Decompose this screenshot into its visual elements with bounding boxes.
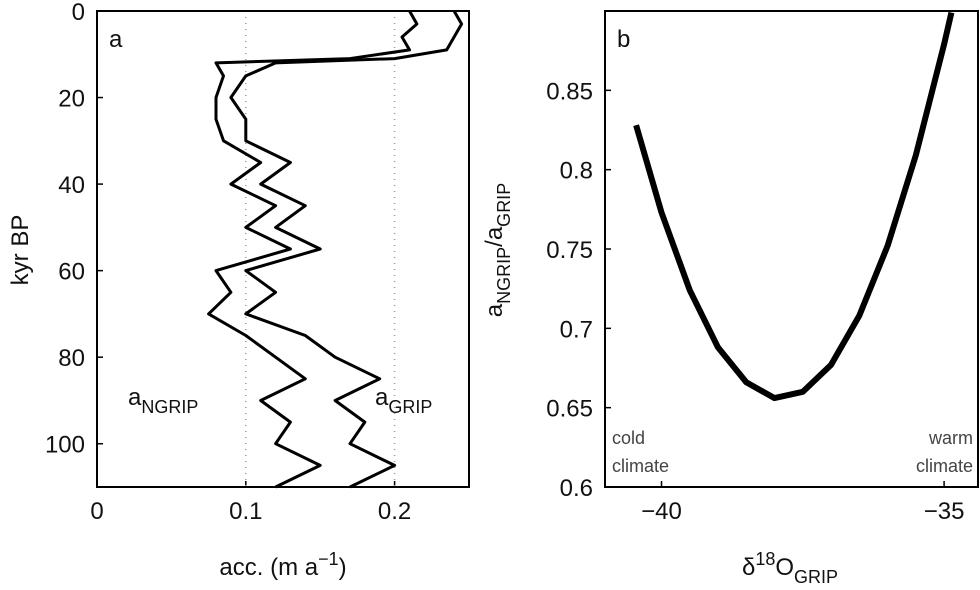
label-part: NGRIP	[141, 397, 198, 417]
x-tick-label: 0.2	[378, 498, 411, 525]
label-part: GRIP	[388, 397, 432, 417]
plot-frame	[604, 10, 979, 488]
label: aNGRIP/aGRIP	[481, 183, 514, 317]
x-tick-label: −35	[924, 498, 965, 525]
label-part: −1	[318, 549, 339, 569]
y-tick-label: 0.65	[546, 396, 593, 423]
label-part: O	[775, 554, 794, 581]
y-tick-label: 80	[58, 345, 85, 372]
y-tick-label: 0.8	[560, 158, 593, 185]
y-tick-label: 0.7	[560, 316, 593, 343]
annotation: warm	[928, 428, 973, 448]
x-tick-label: −40	[641, 498, 682, 525]
label: aNGRIP	[128, 384, 198, 417]
label-part: δ	[742, 554, 755, 581]
plot-frame	[96, 10, 470, 488]
y-tick-label: 100	[45, 432, 85, 459]
label-part: a	[375, 384, 389, 411]
y-tick-label: 60	[58, 259, 85, 286]
y-tick-label: 40	[58, 172, 85, 199]
label-part: GRIP	[494, 183, 514, 227]
panel-label: a	[109, 26, 123, 53]
annotation: cold	[612, 428, 645, 448]
panel-label: b	[617, 26, 630, 53]
label: aGRIP	[375, 384, 432, 417]
y-tick-label: 20	[58, 86, 85, 113]
x-tick-label: 0.1	[229, 498, 262, 525]
label-part: GRIP	[794, 567, 838, 587]
label-part: a	[128, 384, 142, 411]
y-tick-label: 0.6	[560, 475, 593, 502]
label-part: NGRIP	[494, 247, 514, 304]
y-tick-label: 0.85	[546, 78, 593, 105]
label-part: acc. (m a	[219, 554, 318, 581]
data-line	[633, 11, 955, 402]
label-part: )	[339, 554, 347, 581]
y-axis-label: kyr BP	[7, 215, 34, 286]
y-tick-label: 0	[72, 0, 85, 26]
annotation: climate	[916, 456, 973, 476]
label-part: a	[481, 303, 508, 317]
label: δ18OGRIP	[742, 549, 838, 587]
label-part: 18	[755, 549, 775, 569]
label-part: /a	[481, 226, 508, 247]
y-tick-label: 0.75	[546, 237, 593, 264]
x-tick-label: 0	[90, 498, 103, 525]
data-line	[207, 10, 419, 489]
label: acc. (m a−1)	[219, 549, 346, 581]
annotation: climate	[612, 456, 669, 476]
data-line	[229, 10, 464, 489]
